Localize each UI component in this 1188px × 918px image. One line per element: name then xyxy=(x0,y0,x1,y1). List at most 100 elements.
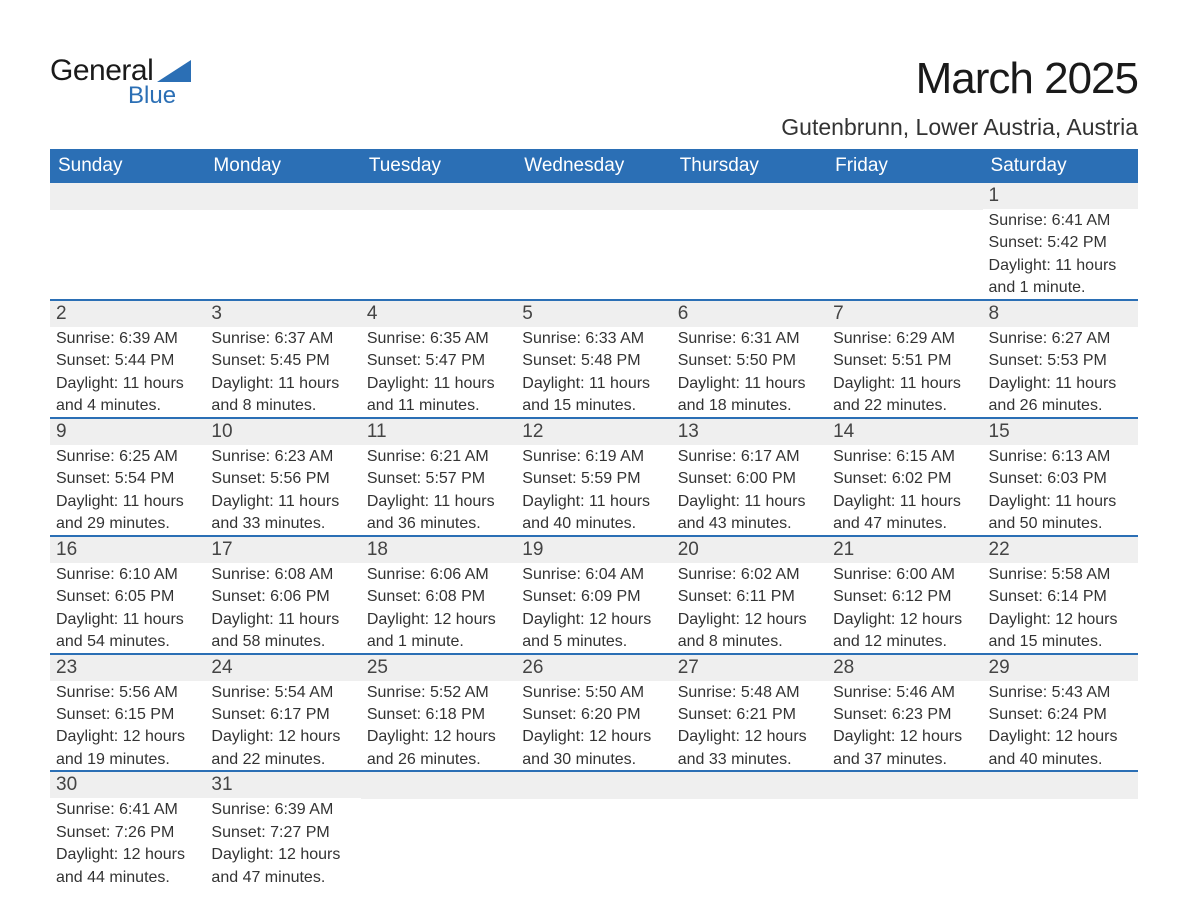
day-day1: Daylight: 11 hours xyxy=(983,372,1138,394)
day-day1: Daylight: 11 hours xyxy=(205,490,360,512)
dayhead-mon: Monday xyxy=(205,149,360,183)
day-day2: and 26 minutes. xyxy=(983,394,1138,416)
day-number-empty xyxy=(50,183,205,210)
day-number-empty xyxy=(205,183,360,210)
day-day2: and 22 minutes. xyxy=(205,748,360,770)
day-sunrise: Sunrise: 6:35 AM xyxy=(361,327,516,349)
day-day1: Daylight: 12 hours xyxy=(361,725,516,747)
day-sunset: Sunset: 5:42 PM xyxy=(983,231,1138,253)
day-day1: Daylight: 11 hours xyxy=(827,372,982,394)
day-sunrise: Sunrise: 6:29 AM xyxy=(827,327,982,349)
day-day2: and 22 minutes. xyxy=(827,394,982,416)
logo: General Blue xyxy=(50,54,191,110)
day-day1: Daylight: 11 hours xyxy=(672,372,827,394)
calendar-cell: 18Sunrise: 6:06 AMSunset: 6:08 PMDayligh… xyxy=(361,536,516,654)
day-sunrise: Sunrise: 5:52 AM xyxy=(361,681,516,703)
day-sunset: Sunset: 6:11 PM xyxy=(672,585,827,607)
day-day2: and 12 minutes. xyxy=(827,630,982,652)
day-day2: and 5 minutes. xyxy=(516,630,671,652)
day-number: 30 xyxy=(50,772,205,798)
day-number: 22 xyxy=(983,537,1138,563)
day-sunset: Sunset: 5:45 PM xyxy=(205,349,360,371)
day-sunset: Sunset: 6:17 PM xyxy=(205,703,360,725)
calendar-cell: 1Sunrise: 6:41 AMSunset: 5:42 PMDaylight… xyxy=(983,183,1138,300)
day-sunrise: Sunrise: 6:15 AM xyxy=(827,445,982,467)
day-sunset: Sunset: 6:24 PM xyxy=(983,703,1138,725)
calendar-week-row: 9Sunrise: 6:25 AMSunset: 5:54 PMDaylight… xyxy=(50,418,1138,536)
day-day2: and 40 minutes. xyxy=(983,748,1138,770)
calendar-cell: 21Sunrise: 6:00 AMSunset: 6:12 PMDayligh… xyxy=(827,536,982,654)
day-number: 18 xyxy=(361,537,516,563)
calendar-cell xyxy=(361,771,516,888)
calendar-week-row: 23Sunrise: 5:56 AMSunset: 6:15 PMDayligh… xyxy=(50,654,1138,772)
day-sunset: Sunset: 6:03 PM xyxy=(983,467,1138,489)
dayhead-tue: Tuesday xyxy=(361,149,516,183)
day-sunset: Sunset: 5:54 PM xyxy=(50,467,205,489)
day-day2: and 18 minutes. xyxy=(672,394,827,416)
day-number: 13 xyxy=(672,419,827,445)
day-sunset: Sunset: 6:21 PM xyxy=(672,703,827,725)
day-day1: Daylight: 12 hours xyxy=(672,608,827,630)
calendar-cell: 24Sunrise: 5:54 AMSunset: 6:17 PMDayligh… xyxy=(205,654,360,772)
day-day1: Daylight: 12 hours xyxy=(50,843,205,865)
day-day2: and 43 minutes. xyxy=(672,512,827,534)
day-number: 19 xyxy=(516,537,671,563)
day-sunset: Sunset: 7:26 PM xyxy=(50,821,205,843)
calendar-cell xyxy=(827,771,982,888)
day-number-empty xyxy=(516,183,671,210)
day-number: 31 xyxy=(205,772,360,798)
day-number: 17 xyxy=(205,537,360,563)
day-sunrise: Sunrise: 6:33 AM xyxy=(516,327,671,349)
day-day2: and 30 minutes. xyxy=(516,748,671,770)
day-number: 16 xyxy=(50,537,205,563)
calendar-cell: 19Sunrise: 6:04 AMSunset: 6:09 PMDayligh… xyxy=(516,536,671,654)
calendar-cell: 11Sunrise: 6:21 AMSunset: 5:57 PMDayligh… xyxy=(361,418,516,536)
day-day1: Daylight: 11 hours xyxy=(50,372,205,394)
day-day1: Daylight: 11 hours xyxy=(361,490,516,512)
calendar-cell: 20Sunrise: 6:02 AMSunset: 6:11 PMDayligh… xyxy=(672,536,827,654)
day-sunset: Sunset: 5:53 PM xyxy=(983,349,1138,371)
dayhead-thu: Thursday xyxy=(672,149,827,183)
day-sunset: Sunset: 6:06 PM xyxy=(205,585,360,607)
day-day2: and 11 minutes. xyxy=(361,394,516,416)
day-number: 8 xyxy=(983,301,1138,327)
day-number: 26 xyxy=(516,655,671,681)
day-sunrise: Sunrise: 5:54 AM xyxy=(205,681,360,703)
day-number: 11 xyxy=(361,419,516,445)
day-number: 12 xyxy=(516,419,671,445)
calendar-cell: 13Sunrise: 6:17 AMSunset: 6:00 PMDayligh… xyxy=(672,418,827,536)
day-sunrise: Sunrise: 5:56 AM xyxy=(50,681,205,703)
calendar-cell: 15Sunrise: 6:13 AMSunset: 6:03 PMDayligh… xyxy=(983,418,1138,536)
day-sunrise: Sunrise: 6:25 AM xyxy=(50,445,205,467)
calendar-cell: 4Sunrise: 6:35 AMSunset: 5:47 PMDaylight… xyxy=(361,300,516,418)
day-number: 24 xyxy=(205,655,360,681)
day-day2: and 26 minutes. xyxy=(361,748,516,770)
day-sunrise: Sunrise: 6:06 AM xyxy=(361,563,516,585)
day-sunrise: Sunrise: 6:27 AM xyxy=(983,327,1138,349)
day-sunset: Sunset: 6:14 PM xyxy=(983,585,1138,607)
calendar-cell: 31Sunrise: 6:39 AMSunset: 7:27 PMDayligh… xyxy=(205,771,360,888)
calendar-cell: 2Sunrise: 6:39 AMSunset: 5:44 PMDaylight… xyxy=(50,300,205,418)
calendar-cell: 5Sunrise: 6:33 AMSunset: 5:48 PMDaylight… xyxy=(516,300,671,418)
day-sunset: Sunset: 5:48 PM xyxy=(516,349,671,371)
day-number: 7 xyxy=(827,301,982,327)
day-sunrise: Sunrise: 6:23 AM xyxy=(205,445,360,467)
dayhead-fri: Friday xyxy=(827,149,982,183)
day-number: 4 xyxy=(361,301,516,327)
month-title: March 2025 xyxy=(781,54,1138,104)
calendar-cell: 25Sunrise: 5:52 AMSunset: 6:18 PMDayligh… xyxy=(361,654,516,772)
day-sunset: Sunset: 6:00 PM xyxy=(672,467,827,489)
day-number: 10 xyxy=(205,419,360,445)
day-number-empty xyxy=(672,772,827,799)
day-number: 2 xyxy=(50,301,205,327)
dayhead-sun: Sunday xyxy=(50,149,205,183)
calendar-cell: 16Sunrise: 6:10 AMSunset: 6:05 PMDayligh… xyxy=(50,536,205,654)
day-day2: and 19 minutes. xyxy=(50,748,205,770)
calendar-cell: 7Sunrise: 6:29 AMSunset: 5:51 PMDaylight… xyxy=(827,300,982,418)
day-day2: and 29 minutes. xyxy=(50,512,205,534)
calendar-cell: 8Sunrise: 6:27 AMSunset: 5:53 PMDaylight… xyxy=(983,300,1138,418)
day-sunrise: Sunrise: 6:10 AM xyxy=(50,563,205,585)
calendar-cell xyxy=(50,183,205,300)
day-day2: and 44 minutes. xyxy=(50,866,205,888)
day-day1: Daylight: 11 hours xyxy=(983,490,1138,512)
